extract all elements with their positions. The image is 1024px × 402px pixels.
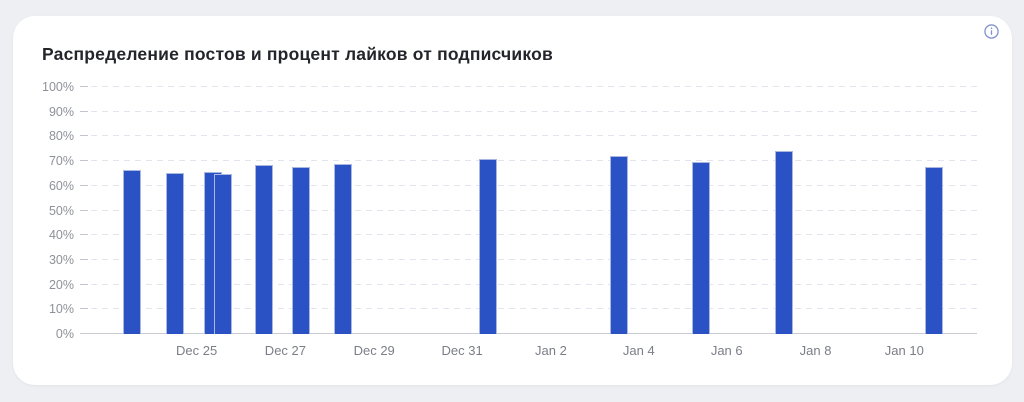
y-axis-tick <box>80 308 88 310</box>
gridline <box>80 234 977 236</box>
y-axis-tick <box>80 135 88 137</box>
bar[interactable] <box>333 164 352 334</box>
y-axis-tick <box>80 160 88 162</box>
y-axis-tick <box>80 110 88 112</box>
y-axis-label: 60% <box>48 178 74 193</box>
gridline <box>80 258 977 260</box>
y-axis-tick <box>80 184 88 186</box>
y-axis-label: 0% <box>55 327 74 341</box>
bar[interactable] <box>123 169 142 334</box>
y-axis-label: 40% <box>48 228 74 243</box>
gridline <box>80 135 977 137</box>
bar[interactable] <box>213 174 232 334</box>
y-axis-label: 50% <box>48 203 74 218</box>
x-axis-label: Dec 29 <box>353 343 395 358</box>
y-axis-label: 70% <box>48 154 74 169</box>
x-axis-label: Dec 25 <box>176 343 218 358</box>
gridline <box>80 308 977 310</box>
bar[interactable] <box>924 166 943 334</box>
bar[interactable] <box>479 159 498 334</box>
bar-chart: 0% 10% 20% 30% 40% 50% 60% 70% 80% 90% 100% Dec 25 D… <box>42 80 977 358</box>
y-axis-tick <box>80 283 88 285</box>
x-axis-label: Jan 2 <box>535 343 567 358</box>
x-axis-label: Jan 10 <box>884 343 924 358</box>
bar[interactable] <box>166 173 185 334</box>
x-axis-label: Jan 4 <box>622 343 655 358</box>
y-axis-label: 80% <box>48 129 74 144</box>
y-axis-tick <box>80 234 88 236</box>
y-axis-label: 10% <box>48 302 74 317</box>
gridline <box>80 184 977 186</box>
analytics-card: Распределение постов и процент лайков от… <box>13 16 1012 385</box>
bar[interactable] <box>291 167 310 334</box>
y-axis-tick <box>80 258 88 260</box>
gridline <box>80 283 977 285</box>
bar[interactable] <box>610 155 629 334</box>
y-axis-label: 90% <box>48 104 74 119</box>
bar[interactable] <box>254 165 273 334</box>
x-axis-line <box>80 333 977 334</box>
gridline <box>80 209 977 211</box>
info-icon <box>983 23 999 39</box>
bar[interactable] <box>691 162 710 334</box>
x-axis-label: Dec 27 <box>264 343 307 358</box>
x-axis-label: Dec 31 <box>441 343 483 358</box>
info-button[interactable] <box>981 21 1001 41</box>
x-axis-label: Jan 6 <box>710 343 743 358</box>
plot-area: 0% 10% 20% 30% 40% 50% 60% 70% 80% 90% 100% Dec 25 D… <box>42 80 977 358</box>
y-axis-label: 20% <box>48 277 74 292</box>
bar[interactable] <box>775 151 794 334</box>
gridline <box>80 160 977 162</box>
y-axis-tick <box>80 86 88 87</box>
y-axis-label: 30% <box>48 252 74 267</box>
y-axis-tick <box>80 209 88 211</box>
x-axis-label: Jan 8 <box>799 343 832 358</box>
gridline <box>80 86 977 87</box>
gridline <box>80 110 977 112</box>
y-axis-label: 100% <box>42 80 74 94</box>
chart-title: Распределение постов и процент лайков от… <box>42 44 553 64</box>
